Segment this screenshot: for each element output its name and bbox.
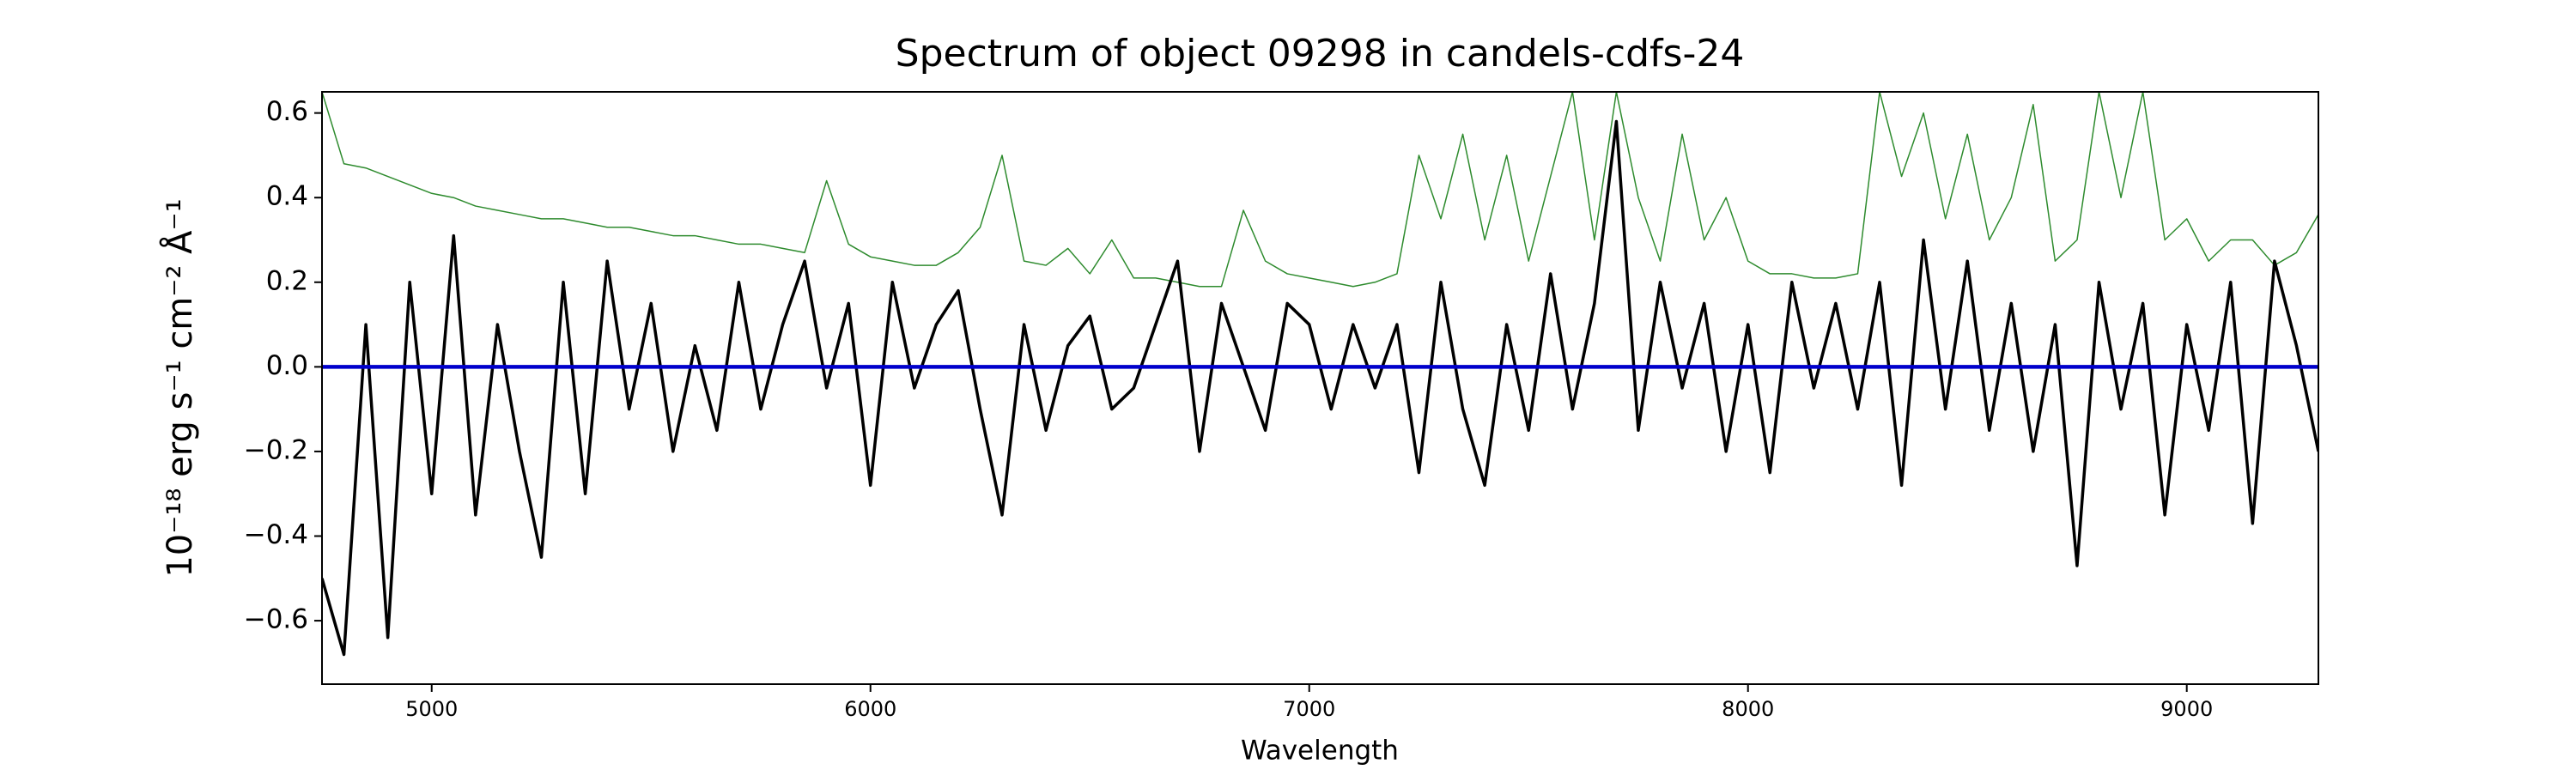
x-tick-label: 6000	[844, 697, 896, 721]
y-tick-label: −0.6	[244, 604, 308, 635]
y-tick-label: 0.2	[266, 265, 308, 296]
y-tick-label: 0.6	[266, 96, 308, 127]
y-tick-label: 0.0	[266, 350, 308, 381]
x-tick-label: 7000	[1283, 697, 1335, 721]
chart-title: Spectrum of object 09298 in candels-cdfs…	[896, 32, 1745, 76]
y-tick-label: 0.4	[266, 181, 308, 212]
y-tick-label: −0.4	[244, 519, 308, 550]
x-axis-label: Wavelength	[1241, 736, 1399, 767]
y-tick-label: −0.2	[244, 434, 308, 465]
series-line	[322, 119, 2318, 657]
x-tick-label: 5000	[405, 697, 458, 721]
y-axis-label: 10⁻¹⁸ erg s⁻¹ cm⁻² Å⁻¹	[159, 198, 200, 577]
series-line	[322, 92, 2318, 288]
x-tick-label: 9000	[2160, 697, 2213, 721]
x-tick-label: 8000	[1722, 697, 1774, 721]
plot-area	[322, 92, 2318, 657]
plot-frame	[321, 91, 2319, 685]
